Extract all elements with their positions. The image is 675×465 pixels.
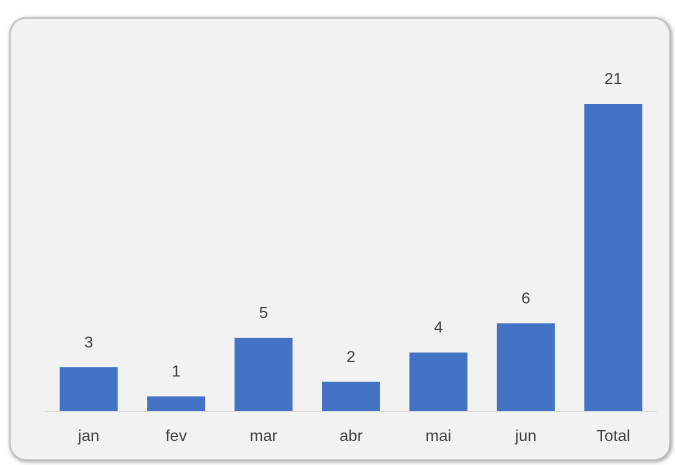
bar: [59, 367, 118, 411]
data-label: 5: [259, 305, 268, 322]
data-label: 21: [604, 71, 622, 88]
x-tick-label: mai: [426, 428, 452, 445]
bar: [234, 337, 293, 411]
data-label: 2: [347, 349, 356, 366]
bar: [496, 323, 555, 411]
x-tick-label: jun: [514, 428, 536, 445]
data-label: 4: [434, 320, 443, 337]
x-tick-label: Total: [596, 428, 630, 445]
bar: [584, 104, 643, 411]
x-tick-label: fev: [165, 428, 186, 445]
data-label: 1: [172, 364, 181, 381]
bar: [322, 381, 380, 411]
bar: [409, 352, 468, 411]
data-label: 3: [84, 334, 93, 351]
x-tick-label: jan: [77, 428, 99, 445]
bar: [147, 396, 206, 411]
data-label: 6: [521, 291, 530, 308]
x-tick-label: abr: [339, 428, 363, 445]
x-tick-label: mar: [250, 428, 278, 445]
